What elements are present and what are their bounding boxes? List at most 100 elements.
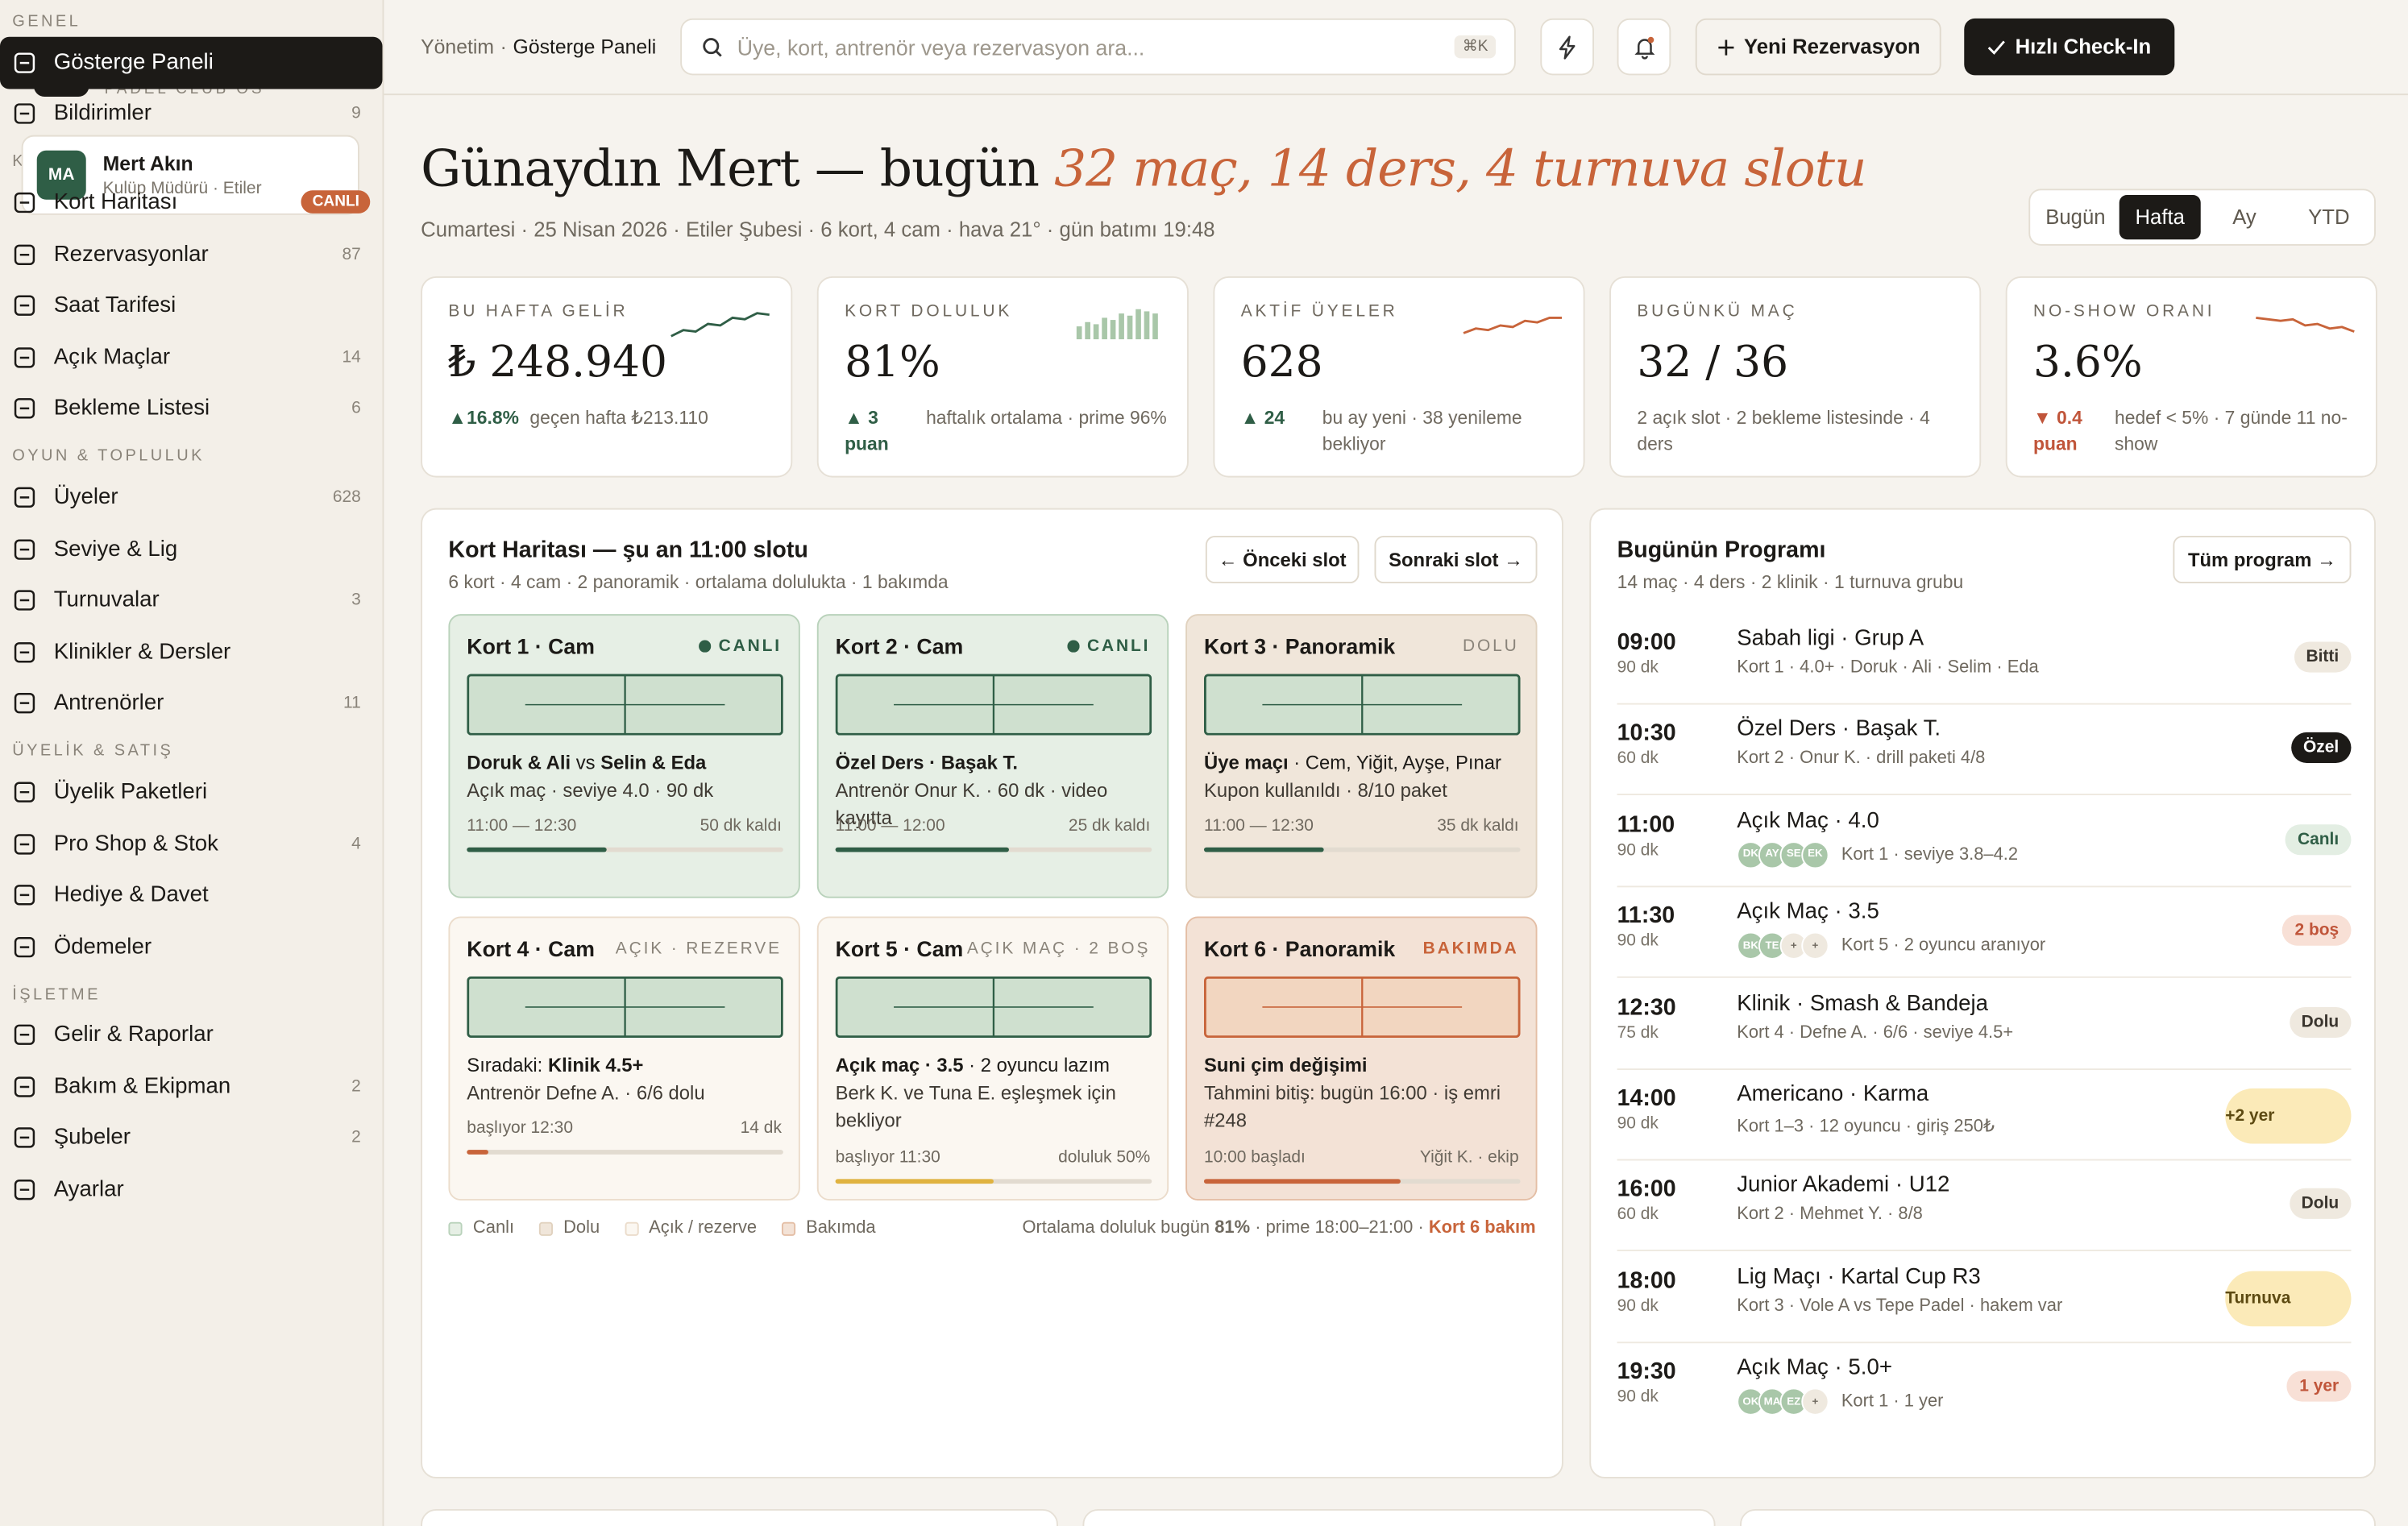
nav-badge: 3 <box>351 591 361 610</box>
court-remaining: doluluk 50% <box>1058 1148 1151 1167</box>
program-tag: Canlı <box>2285 823 2352 855</box>
nav-item[interactable]: Gösterge Paneli <box>0 36 383 89</box>
court-status-text: BAKIMDA <box>1422 939 1519 958</box>
nav-icon <box>14 398 35 420</box>
nav-item[interactable]: Hediye & Davet <box>0 869 382 921</box>
program-title: Özel Ders · Başak T. <box>1737 717 1941 743</box>
court-card[interactable]: Kort 6 · Panoramik BAKIMDA Suni çim değişi… <box>1185 916 1538 1201</box>
nav-item[interactable]: Bekleme Listesi 6 <box>0 384 382 435</box>
program-detail-text: Kort 1 · 1 yer <box>1841 1392 1944 1412</box>
program-tag: Dolu <box>2289 1188 2352 1220</box>
court-status: DOLU <box>1463 637 1519 656</box>
quick-action[interactable] <box>1540 18 1595 76</box>
program-row[interactable]: 11:00 90 dk Açık Maç · 4.0 DK AY SE EK Kort 1 ·… <box>1617 797 2352 887</box>
notifications[interactable] <box>1617 18 1671 76</box>
court-name: Kort 3 · Panoramik <box>1203 633 1396 659</box>
program-row[interactable]: 19:30 90 dk Açık Maç · 5.0+ OK MA EZ + Kort 1 ·… <box>1617 1344 2352 1434</box>
nav-item[interactable]: Şubeler 2 <box>0 1113 382 1164</box>
nav-item[interactable]: Bakım & Ekipman 2 <box>0 1061 382 1113</box>
program-detail: Kort 1–3 · 12 oyuncu · giriş 250₺ <box>1737 1114 1995 1136</box>
all-program-button[interactable]: Tüm program → <box>2173 535 2352 584</box>
nav-label: Klinikler & Dersler <box>53 640 231 665</box>
nav-item[interactable]: Pro Shop & Stok 4 <box>0 818 382 869</box>
nav-badge: 9 <box>351 105 361 124</box>
legend-item: Canlı <box>448 1219 514 1238</box>
court-card[interactable]: Kort 1 · Cam CANLI Doruk & Ali vs Selin & … <box>448 614 800 898</box>
period-option[interactable]: Bugün <box>2045 205 2106 229</box>
nav-item[interactable]: Rezervasyonlar 87 <box>0 228 382 280</box>
checkin-button[interactable]: Hızlı Check-In <box>1964 18 2175 76</box>
program-row[interactable]: 18:00 90 dk Lig Maçı · Kartal Cup R3 Kort 3… <box>1617 1252 2352 1343</box>
prev-slot-button[interactable]: ← Önceki slot <box>1205 535 1360 584</box>
program-row[interactable]: 14:00 90 dk Americano · Karma Kort 1–3 · 12… <box>1617 1070 2352 1161</box>
nav-item[interactable]: Seviye & Lig <box>0 523 382 574</box>
court-line2: Tahmini bitiş: bugün 16:00 · iş emri #24… <box>1203 1082 1501 1132</box>
program-row[interactable]: 09:00 90 dk Sabah ligi · Grup A Kort 1 · 4.… <box>1617 614 2352 705</box>
bottom-card <box>1740 1509 2376 1526</box>
period-option[interactable]: Hafta <box>2119 194 2201 240</box>
progress-track <box>467 1150 783 1155</box>
nav-icon <box>14 52 35 73</box>
court-card[interactable]: Kort 4 · Cam AÇIK · REZERVE Sıradaki: Klin… <box>448 916 800 1201</box>
nav-item[interactable]: Üyelik Paketleri <box>0 766 382 818</box>
period-option[interactable]: YTD <box>2308 205 2350 229</box>
nav-label: Bekleme Listesi <box>53 396 210 421</box>
nav-item[interactable]: Üyeler 628 <box>0 471 382 523</box>
program-row[interactable]: 10:30 60 dk Özel Ders · Başak T. Kort 2 · O… <box>1617 705 2352 796</box>
kpi-note: 2 açık slot · 2 bekleme listesinde · 4 d… <box>1637 406 1930 454</box>
nav-item[interactable]: Kort Haritası CANLI <box>0 176 382 228</box>
program-row[interactable]: 12:30 75 dk Klinik · Smash & Bandeja Kort 4… <box>1617 979 2352 1070</box>
program-detail: Kort 2 · Onur K. · drill paketi 4/8 <box>1737 750 1985 769</box>
kpi-sparkline <box>1463 316 1562 334</box>
search-box[interactable]: Üye, kort, antrenör veya rezervasyon ara… <box>680 18 1516 76</box>
program-time: 19:30 <box>1617 1358 1676 1386</box>
period-option[interactable]: Ay <box>2232 205 2256 229</box>
program-detail: OK MA EZ + Kort 1 · 1 yer <box>1737 1387 1944 1416</box>
nav-item[interactable]: Ödemeler <box>0 921 382 972</box>
court-card[interactable]: Kort 2 · Cam CANLI Özel Ders · Başak T. Ant… <box>816 614 1169 898</box>
program-row[interactable]: 16:00 60 dk Junior Akademi · U12 Kort 2 · M… <box>1617 1161 2352 1252</box>
nav-label: Ayarlar <box>53 1177 124 1203</box>
court-card[interactable]: Kort 5 · Cam AÇIK MAÇ · 2 BOŞ Açık maç · 3… <box>816 916 1169 1201</box>
progress-track <box>835 1179 1152 1184</box>
nav-item[interactable]: Ayarlar <box>0 1164 382 1216</box>
nav-label: Şubeler <box>53 1126 131 1151</box>
nav-icon <box>14 885 35 906</box>
program-time: 14:00 <box>1617 1085 1676 1112</box>
kpi-label: NO-SHOW ORANI <box>2033 302 2215 321</box>
new-reservation-button[interactable]: Yeni Rezervasyon <box>1695 18 1941 76</box>
court-remaining: 25 dk kaldı <box>1068 816 1151 836</box>
nav-label: Kort Haritası <box>53 190 178 215</box>
greeting-text: Günaydın Mert — bugün <box>421 138 1040 198</box>
nav-label: Pro Shop & Stok <box>53 831 218 856</box>
nav-item[interactable]: Klinikler & Dersler <box>0 626 382 678</box>
kpi-delta: ▲16.8% <box>448 406 519 429</box>
nav-item[interactable]: Açık Maçlar 14 <box>0 332 382 384</box>
court-line1-part: · Cem, Yiğit, Ayşe, Pınar <box>1288 752 1501 774</box>
court-status: BAKIMDA <box>1423 939 1519 958</box>
nav-item[interactable]: Bildirimler 9 <box>0 89 382 140</box>
program-row[interactable]: 11:30 90 dk Açık Maç · 3.5 BK TE + + Kort 5 · 2… <box>1617 888 2352 979</box>
nav-item[interactable]: Saat Tarifesi <box>0 280 382 331</box>
breadcrumb-separator: · <box>500 35 507 59</box>
footer-part: Kort 6 bakım <box>1428 1218 1536 1238</box>
court-detail: Sıradaki: Klinik 4.5+ Antrenör Defne A. ·… <box>467 1051 783 1107</box>
nav-item[interactable]: Antrenörler 11 <box>0 678 382 729</box>
nav-item[interactable]: Turnuvalar 3 <box>0 574 382 626</box>
legend-label: Açık / rezerve <box>649 1218 758 1238</box>
user-avatar: MA <box>36 150 86 200</box>
nav-section: ÜYELİK & SATIŞ <box>12 741 174 761</box>
avatar: EZ <box>1779 1387 1808 1416</box>
nav-label: Açık Maçlar <box>53 345 171 370</box>
avatar: + <box>1801 931 1829 960</box>
kpi-value: 3.6% <box>2033 336 2143 388</box>
court-drawing <box>467 976 783 1039</box>
nav-item[interactable]: Gelir & Raporlar <box>0 1010 382 1061</box>
court-drawing <box>1203 674 1521 736</box>
court-line1-part: vs <box>571 752 601 774</box>
court-card[interactable]: Kort 3 · Panoramik DOLU Üye maçı · Cem, Yi… <box>1185 614 1538 898</box>
court-time: 10:00 başladı <box>1203 1148 1306 1167</box>
court-line2: Antrenör Defne A. · 6/6 dolu <box>467 1082 705 1104</box>
next-slot-button[interactable]: Sonraki slot → <box>1374 535 1538 584</box>
